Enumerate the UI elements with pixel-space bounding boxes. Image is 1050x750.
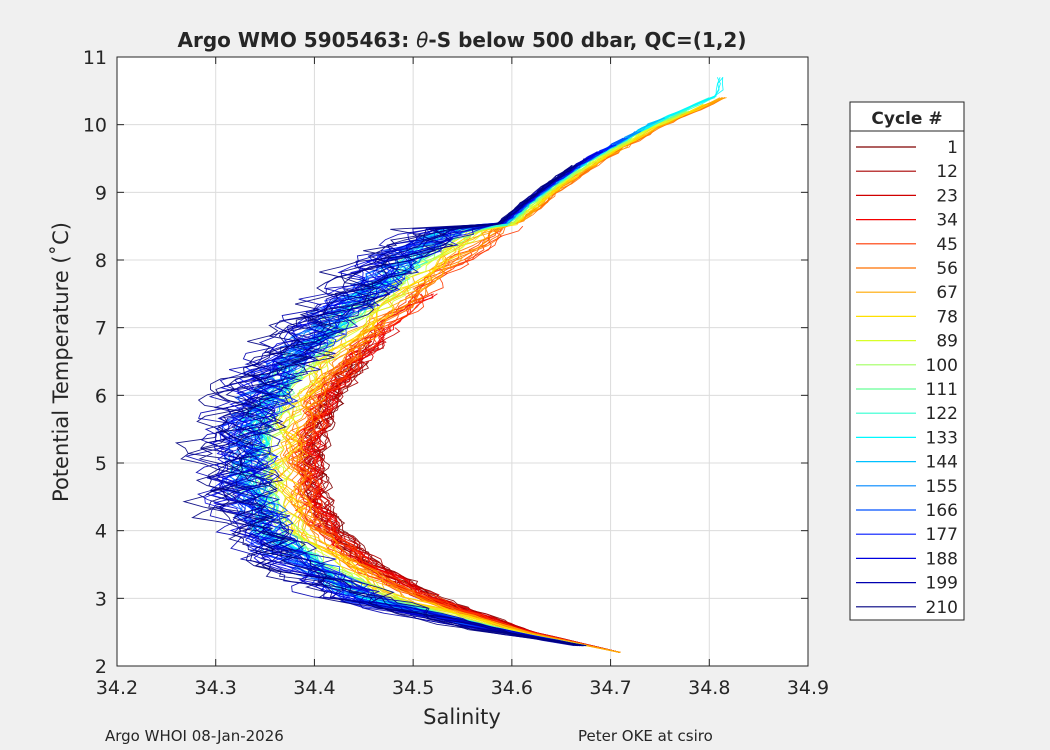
legend-title: Cycle # <box>871 109 942 129</box>
footer-credit: Peter OKE at csiro <box>578 727 713 745</box>
profile-line <box>263 103 709 647</box>
legend-label: 210 <box>926 598 958 618</box>
legend-label: 23 <box>936 186 958 206</box>
profile-line <box>299 293 621 653</box>
legend-label: 89 <box>936 332 958 352</box>
x-tick-label: 34.3 <box>195 677 237 699</box>
profile-line <box>266 110 685 647</box>
y-tick-label: 10 <box>83 115 107 137</box>
legend-label: 1 <box>947 138 958 158</box>
profile-line <box>184 158 590 647</box>
legend-label: 199 <box>926 574 958 594</box>
profile-line <box>197 158 588 647</box>
legend-label: 188 <box>926 549 958 569</box>
plot-area <box>117 57 808 666</box>
profile-line <box>291 97 725 653</box>
profile-lines <box>174 77 727 653</box>
legend-label: 56 <box>936 259 958 279</box>
profile-line <box>206 158 588 647</box>
y-tick-label: 3 <box>95 588 107 610</box>
title-prefix: Argo WMO 5905463: <box>178 28 417 52</box>
legend-label: 166 <box>926 501 958 521</box>
y-axis-ticks: 2 3 4 5 6 7 8 9 10 11 <box>83 47 808 678</box>
title-suffix: -S below 500 dbar, QC=(1,2) <box>428 28 746 52</box>
legend-label: 12 <box>936 162 958 182</box>
y-tick-label: 5 <box>95 453 107 475</box>
x-tick-label: 34.8 <box>688 677 730 699</box>
profile-line <box>228 97 711 647</box>
x-axis-label: Salinity <box>423 705 501 729</box>
profile-line <box>198 164 582 647</box>
legend-label: 100 <box>926 356 958 376</box>
legend-label: 111 <box>926 380 958 400</box>
legend-label: 78 <box>936 307 958 327</box>
profile-line <box>180 164 582 647</box>
profile-line <box>174 164 587 647</box>
chart-title: Argo WMO 5905463: θ-S below 500 dbar, QC… <box>178 28 747 52</box>
y-tick-label: 8 <box>95 250 107 272</box>
legend-label: 133 <box>926 428 958 448</box>
title-theta: θ <box>416 28 428 52</box>
legend-entries: 1 12 23 34 45 56 67 78 89 100 111 122 133 144 155 166 17… <box>856 138 958 618</box>
x-tick-label: 34.9 <box>787 677 829 699</box>
legend-label: 34 <box>936 211 958 231</box>
profile-line <box>200 164 584 647</box>
legend: Cycle # 1 12 23 34 45 56 67 78 89 100 111 122 133 144… <box>849 101 965 621</box>
x-tick-label: 34.2 <box>96 677 138 699</box>
legend-label: 177 <box>926 525 958 545</box>
x-tick-label: 34.5 <box>392 677 434 699</box>
legend-label: 45 <box>936 235 958 255</box>
y-axis-label: Potential Temperature (˚C) <box>49 222 73 502</box>
legend-label: 155 <box>926 477 958 497</box>
x-tick-label: 34.6 <box>491 677 533 699</box>
y-tick-label: 2 <box>95 656 107 678</box>
y-tick-label: 7 <box>95 318 107 340</box>
profile-line <box>288 225 621 653</box>
x-tick-label: 34.7 <box>589 677 631 699</box>
legend-label: 122 <box>926 404 958 424</box>
footer-source: Argo WHOI 08-Jan-2026 <box>105 727 284 745</box>
x-axis-ticks: 34.2 34.3 34.4 34.5 34.6 34.7 34.8 34.9 <box>96 57 829 699</box>
y-tick-label: 11 <box>83 47 107 69</box>
profile-line <box>208 165 578 647</box>
legend-label: 144 <box>926 453 958 473</box>
y-tick-label: 9 <box>95 182 107 204</box>
legend-label: 67 <box>936 283 958 303</box>
y-tick-label: 6 <box>95 385 107 407</box>
profile-line <box>195 164 577 647</box>
x-tick-label: 34.4 <box>293 677 335 699</box>
y-tick-label: 4 <box>95 521 107 543</box>
plot-frame <box>116 56 809 667</box>
profile-line <box>269 104 704 647</box>
